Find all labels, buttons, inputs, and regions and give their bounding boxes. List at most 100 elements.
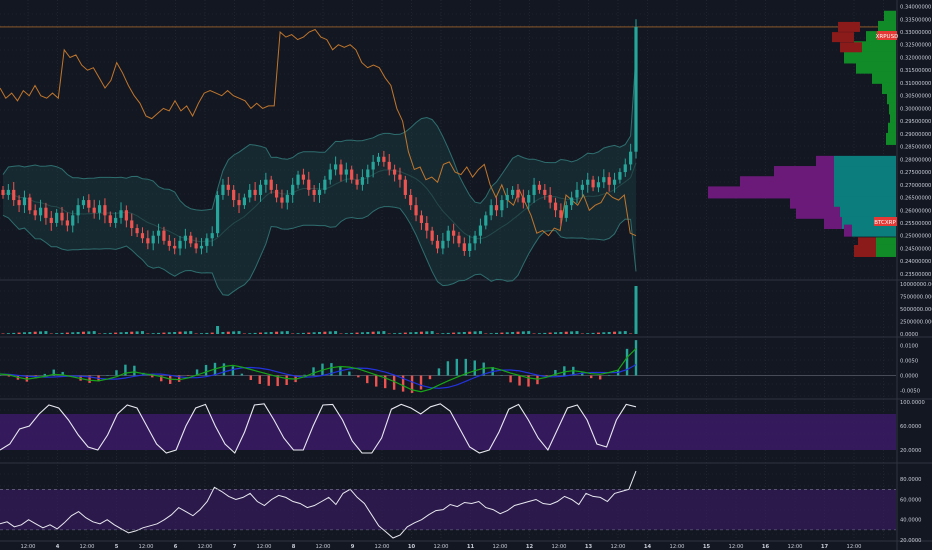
- volume-bar: [23, 332, 26, 334]
- candle-body: [259, 185, 262, 195]
- volume-bar: [125, 332, 128, 334]
- macd-hist-bar: [285, 376, 287, 386]
- candle-body: [98, 205, 101, 213]
- macd-hist-bar: [635, 340, 637, 375]
- volume-bar: [608, 332, 611, 334]
- candle-body: [420, 215, 423, 223]
- candle-body: [329, 170, 332, 180]
- candle-body: [7, 190, 10, 195]
- volume-bar: [12, 333, 15, 334]
- macd-hist-bar: [590, 376, 592, 379]
- macd-hist-bar: [474, 360, 476, 375]
- candle-body: [162, 231, 165, 241]
- volume-bar: [431, 331, 434, 334]
- price-tick-label: 0.25500000: [900, 221, 931, 227]
- macd-hist-bar: [44, 374, 46, 376]
- volume-bar: [490, 333, 493, 334]
- volume-bar: [18, 333, 21, 334]
- price-tick-label: 0.27500000: [900, 170, 931, 176]
- candle-body: [55, 213, 58, 223]
- time-tick-label: 12:00: [611, 544, 626, 550]
- volume-bar: [280, 331, 283, 334]
- volume-bar: [71, 332, 74, 334]
- macd-hist-bar: [447, 361, 449, 375]
- price-tick-label: 0.27000000: [900, 183, 931, 189]
- candle-body: [82, 200, 85, 205]
- volume-bar: [543, 333, 546, 334]
- stoch-tick-label: 60.0000: [900, 424, 921, 430]
- candle-body: [366, 170, 369, 178]
- candle-body: [157, 231, 160, 236]
- volume-bar: [34, 332, 37, 334]
- volume-bar: [50, 334, 53, 335]
- volume-bar: [130, 332, 133, 334]
- macd-hist-bar: [456, 359, 458, 376]
- macd-hist-bar: [250, 376, 252, 380]
- candle-body: [431, 231, 434, 241]
- time-tick-label: 12:00: [788, 544, 803, 550]
- volume-bar: [297, 333, 300, 334]
- time-tick-label: 12:00: [80, 544, 95, 550]
- candle-body: [178, 241, 181, 249]
- time-tick-label: 5: [115, 544, 119, 550]
- volume-bar: [495, 333, 498, 334]
- candle-body: [463, 243, 466, 251]
- price-tick-label: 0.34000000: [900, 5, 931, 11]
- candle-body: [372, 162, 375, 170]
- volume-bar: [184, 331, 187, 334]
- price-tick-label: 0.33000000: [900, 30, 931, 36]
- volume-bar: [275, 332, 278, 334]
- macd-hist-bar: [0, 376, 1, 377]
- macd-tick-label: 0.0000: [900, 374, 918, 380]
- candle-body: [468, 243, 471, 251]
- volume-bar: [350, 333, 353, 334]
- candle-body: [23, 198, 26, 206]
- candle-body: [613, 180, 616, 185]
- volume-bar: [120, 332, 123, 334]
- candle-body: [559, 210, 562, 218]
- candle-body: [34, 210, 37, 215]
- volume-bar: [377, 331, 380, 334]
- macd-hist-bar: [223, 363, 225, 375]
- volume-bar: [581, 334, 584, 335]
- volume-bar: [93, 331, 96, 334]
- macd-hist-bar: [420, 376, 422, 390]
- time-tick-label: 12:00: [316, 544, 331, 550]
- candle-body: [393, 170, 396, 175]
- candle-body: [264, 180, 267, 185]
- rsi-tick-label: 40.0000: [900, 518, 921, 524]
- candle-body: [457, 236, 460, 244]
- volume-bar: [109, 333, 112, 334]
- candle-body: [184, 236, 187, 241]
- volume-bar: [179, 332, 182, 334]
- price-tick-label: 0.30000000: [900, 106, 931, 112]
- price-tick-label: 0.33500000: [900, 17, 931, 23]
- candle-body: [189, 236, 192, 244]
- rsi-tick-label: 80.0000: [900, 477, 921, 483]
- volume-bar: [286, 331, 289, 334]
- time-scale[interactable]: 12:00 4 12:00 5 12:00 6 12:00 7 12:00 8 12:00 9 12:0…: [21, 544, 862, 550]
- volume-bar: [624, 331, 627, 334]
- candle-body: [447, 231, 450, 241]
- candle-body: [205, 238, 208, 246]
- time-tick-label: 12:00: [670, 544, 685, 550]
- price-tick-label: 0.31500000: [900, 68, 931, 74]
- candle-body: [254, 190, 257, 195]
- volume-bar: [420, 332, 423, 334]
- volume-bar: [533, 334, 536, 335]
- xrpusd-badge-label: XRPUSD: [876, 34, 899, 40]
- time-tick-label: 12:00: [847, 544, 862, 550]
- time-tick-label: 9: [351, 544, 355, 550]
- candle-body: [398, 175, 401, 180]
- candle-body: [307, 180, 310, 190]
- candle-body: [549, 195, 552, 203]
- volume-tick-label: 0.0000: [900, 332, 918, 338]
- volume-bar: [527, 331, 530, 334]
- time-tick-label: 4: [56, 544, 60, 550]
- volume-bar: [538, 333, 541, 334]
- vp-buy-bar: [852, 225, 896, 237]
- stoch-tick-label: 20.0000: [900, 448, 921, 454]
- volume-bar: [173, 332, 176, 334]
- candle-body: [345, 170, 348, 175]
